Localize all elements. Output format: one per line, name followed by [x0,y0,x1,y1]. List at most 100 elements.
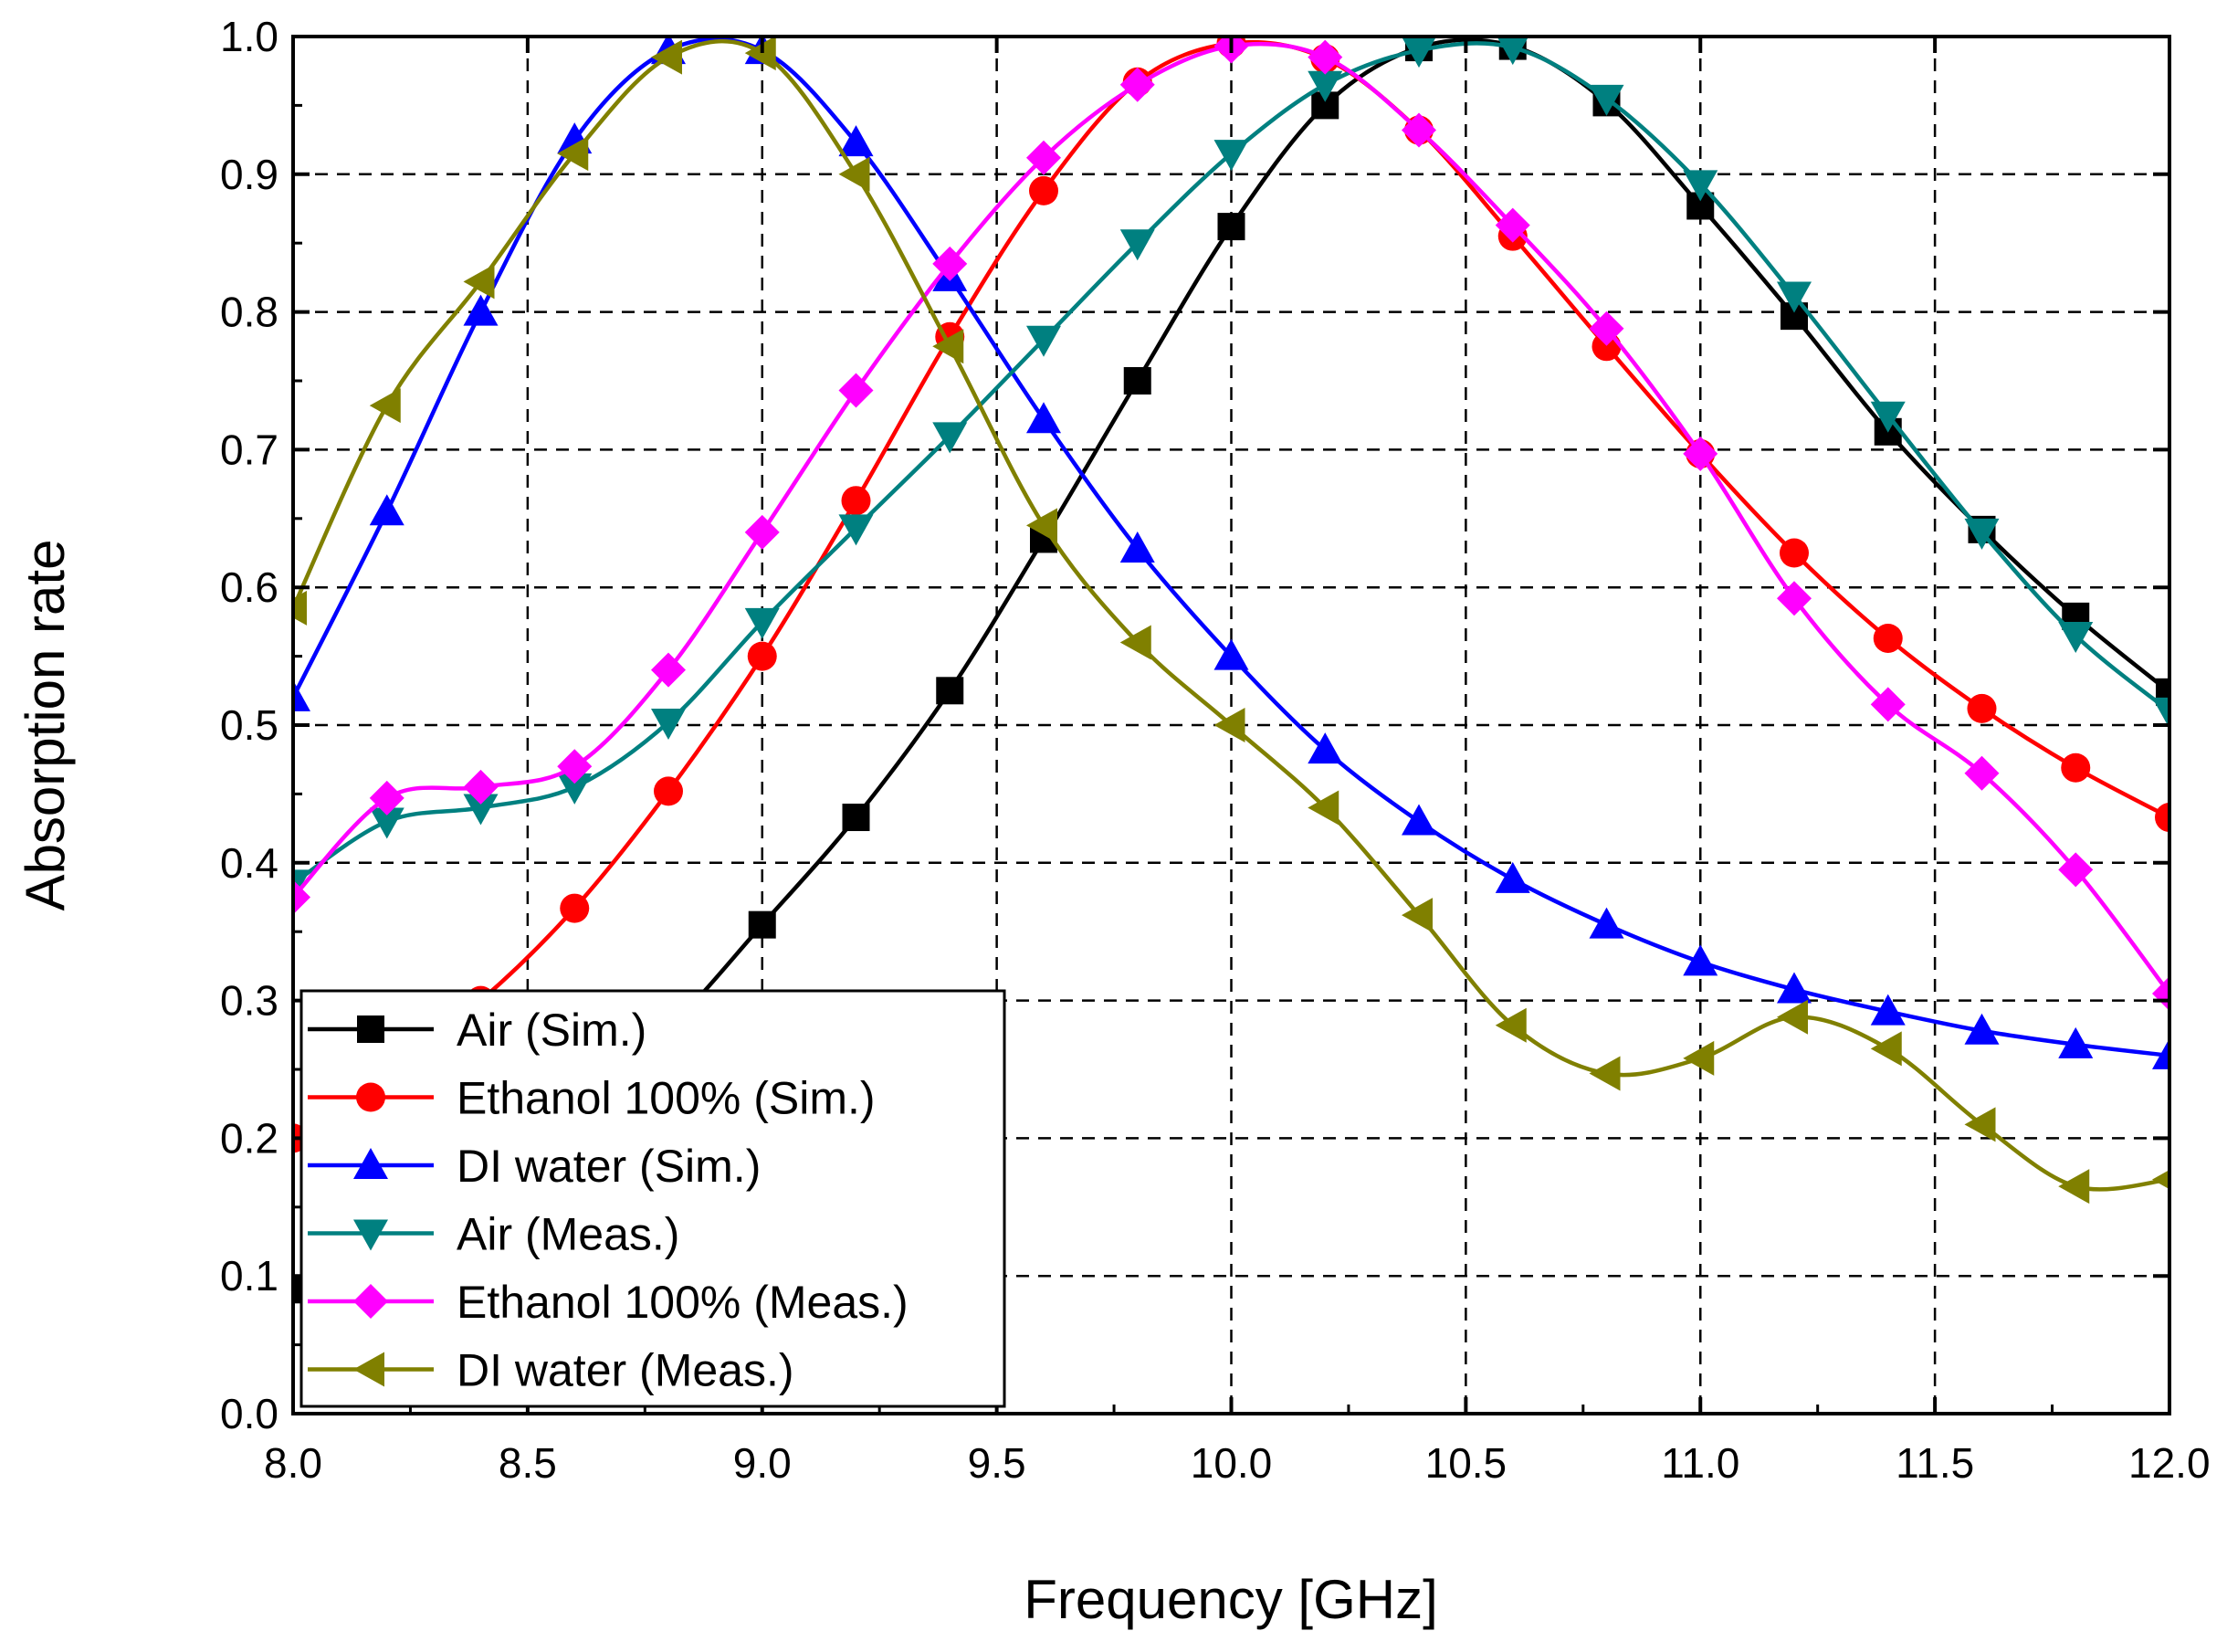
x-tick-label: 9.5 [968,1439,1026,1487]
data-point [1495,207,1530,243]
data-point [1119,229,1155,261]
data-point [1780,538,1809,568]
data-point [1870,687,1906,722]
legend-label: Air (Meas.) [457,1209,679,1260]
data-point [463,294,499,326]
y-tick-label: 0.6 [220,563,278,611]
data-point [1213,708,1245,742]
legend-marker [353,1148,388,1179]
data-point [1026,508,1057,543]
data-point [369,388,401,424]
data-point [2155,803,2169,833]
legend: Air (Sim.) Ethanol 100% (Sim.) DI water (S… [299,989,1006,1408]
data-point [838,156,870,192]
x-tick-label: 11.0 [1661,1439,1739,1487]
data-point [2152,1170,2169,1190]
data-point [654,776,683,806]
data-point [1026,140,1061,175]
tick-layer: 8.0 8.5 9.0 9.5 10.0 10.5 11.0 11.5 12.0 0.0 0.1 0.… [220,13,2210,1487]
data-point [293,679,310,711]
legend-entries: Air (Sim.) Ethanol 100% (Sim.) DI water (S… [308,1005,909,1396]
data-point [1589,84,1624,116]
y-tick-label: 0.8 [220,289,278,336]
data-point [1402,112,1436,148]
legend-marker [357,1015,384,1043]
data-point [2058,852,2094,888]
series-line [293,39,2169,1141]
data-point [1964,518,2000,550]
data-point [1213,638,1249,670]
data-point [1589,1056,1621,1091]
data-point [293,879,310,915]
data-point [557,749,593,784]
data-point [1308,790,1339,826]
data-point [744,607,780,639]
data-point [932,329,964,364]
legend-box [299,989,1006,1408]
legend-entry: Air (Sim.) [308,1005,646,1056]
data-point [2152,1037,2169,1069]
legend-entry: Ethanol 100% (Meas.) [308,1277,909,1328]
data-point [1777,281,1812,313]
legend-label: DI water (Meas.) [457,1345,794,1396]
y-tick-label: 1.0 [220,13,278,60]
y-tick-label: 0.2 [220,1114,278,1162]
data-point [1402,898,1433,933]
data-point [2058,1026,2094,1058]
data-point [557,136,589,172]
legend-marker [356,1082,385,1112]
data-point [369,807,404,839]
data-point [838,125,874,157]
data-point [1217,213,1245,241]
data-point [1402,37,1436,68]
y-axis-label: Absorption rate [15,540,76,911]
data-point [1495,1007,1527,1043]
legend-entry: DI water (Meas.) [308,1345,794,1396]
data-point [2058,621,2094,653]
data-point [1683,944,1718,976]
data-point [1964,1107,1996,1142]
data-point [1777,581,1812,616]
data-point [1026,325,1061,357]
data-point [932,246,968,281]
data-point [744,37,776,71]
data-point [1589,310,1624,346]
data-point [651,652,686,688]
data-point [2058,1169,2090,1205]
data-point [747,641,777,671]
data-point [841,486,871,516]
y-tick-label: 0.0 [220,1390,278,1437]
data-point [838,373,874,408]
data-point [1119,67,1155,102]
data-point [2061,752,2091,783]
legend-entry: Ethanol 100% (Sim.) [308,1073,876,1124]
data-point [748,910,776,939]
data-point [560,893,590,923]
y-tick-label: 0.7 [220,426,278,473]
x-tick-label: 12.0 [2128,1439,2211,1487]
data-point [557,773,593,805]
data-point [1870,1031,1902,1067]
data-point [293,590,307,626]
y-tick-label: 0.5 [220,701,278,749]
legend-marker [353,1219,388,1251]
data-point [1308,732,1343,764]
x-tick-label: 8.0 [264,1439,322,1487]
data-point [1026,402,1061,434]
legend-label: Ethanol 100% (Sim.) [457,1073,876,1124]
data-point [744,514,780,550]
data-point [1964,1013,2000,1045]
data-point [1029,175,1058,205]
series-5 [293,37,2169,1205]
series-4 [293,37,2169,1012]
data-point [1589,907,1624,939]
data-point [842,804,870,832]
data-point [1308,70,1343,102]
data-point [1119,625,1151,660]
data-point [1873,623,1903,653]
legend-marker [353,1284,388,1319]
data-point [463,264,495,300]
data-point [1119,531,1155,563]
data-point [1870,994,1906,1026]
